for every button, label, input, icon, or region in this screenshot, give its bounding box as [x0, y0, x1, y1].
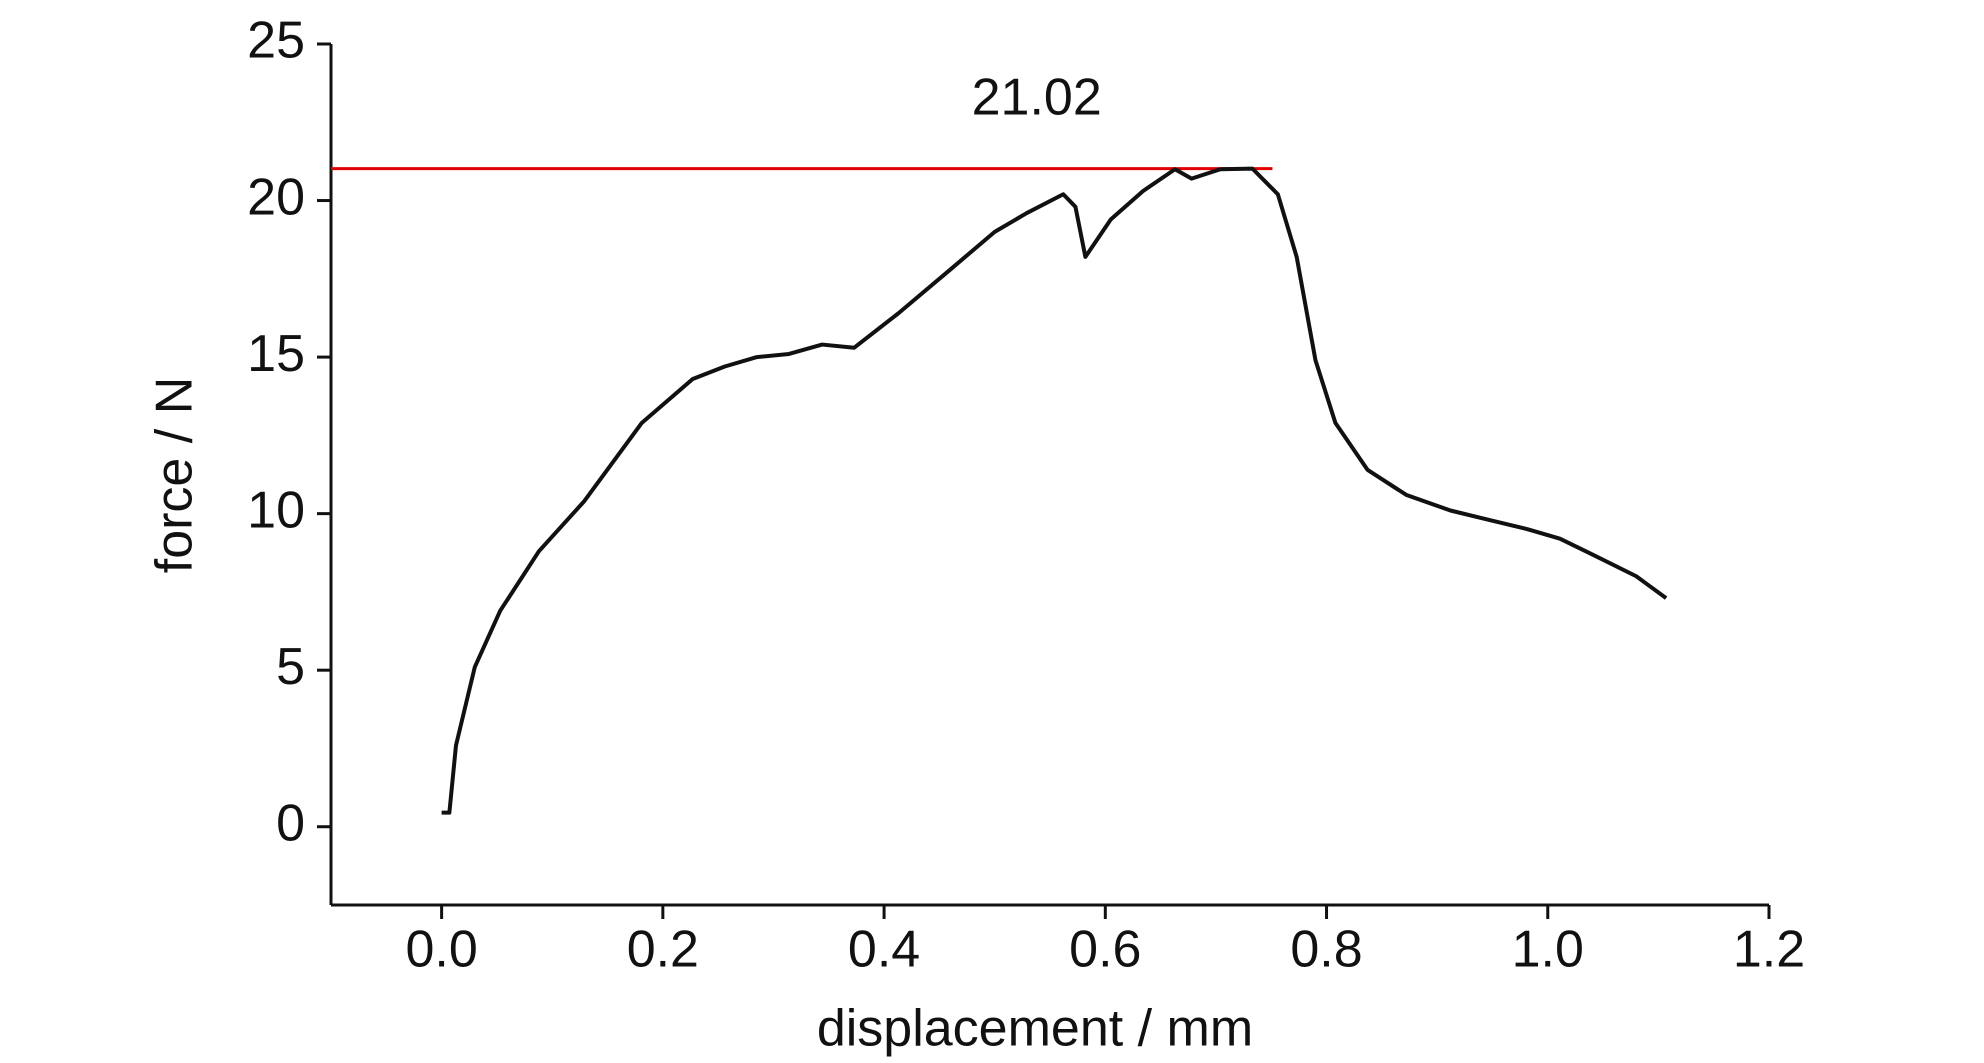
- peak-label: 21.02: [972, 68, 1102, 126]
- y-tick-label: 0: [276, 794, 305, 852]
- x-tick-label: 0.6: [1069, 921, 1141, 979]
- x-axis-label: displacement / mm: [817, 1000, 1253, 1058]
- x-tick-label: 1.2: [1733, 921, 1805, 979]
- data-line: [441, 166, 1668, 815]
- x-tick-label: 0.8: [1290, 921, 1362, 979]
- x-tick-label: 1.0: [1512, 921, 1584, 979]
- y-tick-label: 25: [247, 12, 305, 70]
- y-axis-label: force / N: [146, 377, 204, 574]
- y-tick-label: 10: [247, 481, 305, 539]
- y-tick-label: 15: [247, 325, 305, 383]
- y-tick-label: 20: [247, 168, 305, 226]
- x-tick-label: 0.2: [627, 921, 699, 979]
- y-tick-label: 5: [276, 638, 305, 696]
- x-tick-label: 0.0: [405, 921, 477, 979]
- x-tick-label: 0.4: [848, 921, 920, 979]
